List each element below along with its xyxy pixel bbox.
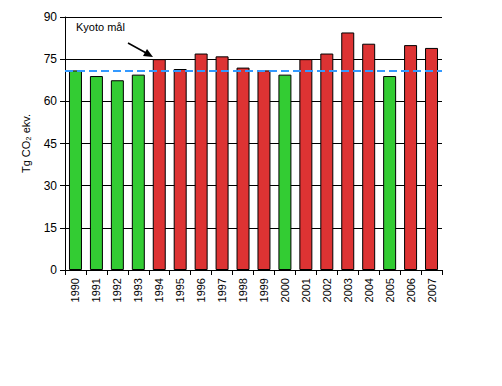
svg-text:2004: 2004 — [363, 278, 375, 302]
svg-text:90: 90 — [44, 10, 58, 24]
svg-text:2003: 2003 — [342, 278, 354, 302]
svg-text:2006: 2006 — [405, 278, 417, 302]
svg-text:75: 75 — [44, 52, 58, 66]
svg-text:30: 30 — [44, 179, 58, 193]
svg-text:1997: 1997 — [216, 278, 228, 302]
svg-text:1993: 1993 — [132, 278, 144, 302]
svg-text:1995: 1995 — [174, 278, 186, 302]
svg-text:1994: 1994 — [153, 278, 165, 302]
svg-text:Kyoto mål: Kyoto mål — [76, 21, 125, 33]
svg-text:45: 45 — [44, 137, 58, 151]
svg-text:1996: 1996 — [195, 278, 207, 302]
svg-text:Tg CO₂ ekv.: Tg CO₂ ekv. — [20, 114, 32, 173]
svg-text:2007: 2007 — [426, 278, 438, 302]
svg-text:2005: 2005 — [384, 278, 396, 302]
svg-text:1992: 1992 — [111, 278, 123, 302]
svg-text:60: 60 — [44, 94, 58, 108]
svg-text:2001: 2001 — [300, 278, 312, 302]
svg-text:1998: 1998 — [237, 278, 249, 302]
svg-text:2002: 2002 — [321, 278, 333, 302]
svg-text:0: 0 — [50, 263, 57, 277]
svg-text:2000: 2000 — [279, 278, 291, 302]
svg-text:1991: 1991 — [90, 278, 102, 302]
svg-text:1999: 1999 — [258, 278, 270, 302]
svg-text:15: 15 — [44, 221, 58, 235]
svg-text:1990: 1990 — [69, 278, 81, 302]
